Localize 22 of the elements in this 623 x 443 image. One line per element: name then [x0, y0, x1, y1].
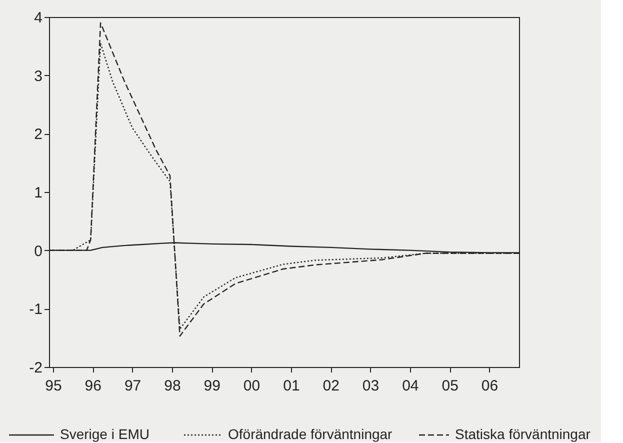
x-tick-label: 01 [283, 378, 300, 394]
x-tick-label: 05 [442, 378, 458, 394]
x-tick-label: 98 [164, 378, 181, 394]
y-tick-label: 2 [34, 126, 42, 144]
y-tick-label: 3 [34, 68, 42, 85]
x-tick-label: 97 [124, 378, 142, 394]
x-tick-label: 03 [362, 378, 380, 394]
x-tick-label: 04 [402, 378, 419, 394]
y-tick-label: -2 [29, 360, 42, 376]
legend-label: Statiska förväntningar [455, 426, 591, 442]
x-tick-label: 99 [204, 378, 220, 394]
x-tick-label: 06 [481, 378, 498, 394]
y-tick-label: 4 [34, 10, 42, 26]
x-tick-label: 00 [243, 378, 260, 394]
x-tick-label: 02 [322, 378, 340, 394]
x-tick-label: 95 [45, 378, 62, 394]
y-tick-label: 0 [34, 242, 42, 260]
y-tick-label: 1 [34, 184, 42, 202]
y-tick-label: -1 [29, 301, 42, 318]
legend-label: Oförändrade förväntningar [228, 426, 393, 442]
x-tick-label: 96 [84, 378, 102, 394]
legend-label: Sverige i EMU [60, 426, 150, 442]
